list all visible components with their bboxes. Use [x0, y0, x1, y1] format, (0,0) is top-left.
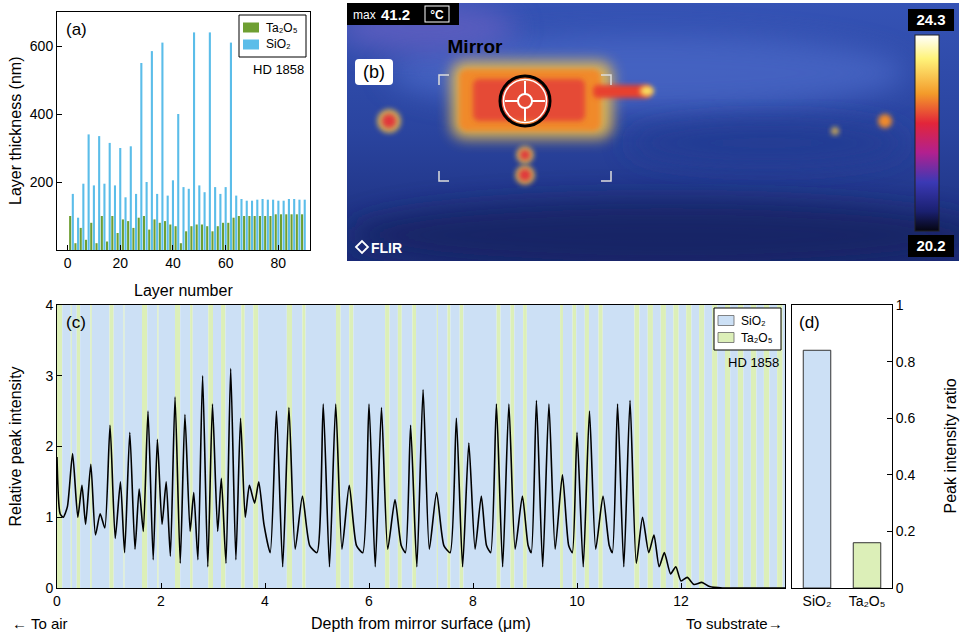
svg-text:2: 2 — [157, 593, 165, 609]
svg-text:← To air: ← To air — [12, 615, 68, 632]
svg-text:Layer number: Layer number — [134, 282, 233, 299]
svg-text:(c): (c) — [66, 313, 86, 332]
svg-text:Relative peak intensity: Relative peak intensity — [7, 366, 24, 526]
svg-text:Ta₂O₅: Ta₂O₅ — [266, 21, 298, 35]
svg-text:HD 1858: HD 1858 — [253, 62, 304, 77]
svg-text:20.2: 20.2 — [916, 237, 945, 254]
svg-text:80: 80 — [271, 255, 287, 271]
svg-text:0: 0 — [53, 593, 61, 609]
svg-text:400: 400 — [30, 106, 54, 122]
svg-text:SiO₂: SiO₂ — [803, 593, 832, 609]
svg-text:12: 12 — [673, 593, 689, 609]
svg-text:8: 8 — [469, 593, 477, 609]
svg-text:To substrate→: To substrate→ — [686, 615, 783, 632]
svg-text:20: 20 — [112, 255, 128, 271]
svg-text:0.6: 0.6 — [896, 410, 916, 426]
svg-text:SiO₂: SiO₂ — [741, 314, 766, 328]
svg-text:40: 40 — [165, 255, 181, 271]
svg-text:41.2: 41.2 — [381, 6, 410, 23]
svg-text:HD 1858: HD 1858 — [728, 355, 779, 370]
svg-text:4: 4 — [261, 593, 269, 609]
svg-text:200: 200 — [30, 174, 54, 190]
svg-text:Ta₂O₅: Ta₂O₅ — [849, 593, 886, 609]
svg-text:0.4: 0.4 — [896, 467, 916, 483]
svg-text:Peak intensity ratio: Peak intensity ratio — [942, 378, 959, 513]
svg-text:0: 0 — [45, 580, 53, 596]
svg-text:10: 10 — [569, 593, 585, 609]
svg-text:(a): (a) — [66, 20, 87, 39]
svg-text:°C: °C — [430, 8, 444, 22]
svg-text:SiO₂: SiO₂ — [266, 37, 291, 51]
svg-text:60: 60 — [218, 255, 234, 271]
svg-text:0: 0 — [896, 580, 904, 596]
svg-text:1: 1 — [45, 509, 53, 525]
svg-text:FLIR: FLIR — [371, 240, 402, 256]
svg-text:2: 2 — [45, 438, 53, 454]
svg-text:Mirror: Mirror — [448, 36, 504, 57]
svg-text:4: 4 — [45, 297, 53, 313]
svg-text:Depth from mirror surface (μm): Depth from mirror surface (μm) — [311, 615, 531, 632]
svg-text:0: 0 — [64, 255, 72, 271]
svg-text:max: max — [353, 8, 376, 22]
svg-text:0.2: 0.2 — [896, 523, 916, 539]
svg-text:(d): (d) — [799, 313, 820, 332]
svg-text:1: 1 — [896, 297, 904, 313]
svg-text:(b): (b) — [363, 62, 385, 82]
svg-text:3: 3 — [45, 368, 53, 384]
svg-text:Layer thickness (nm): Layer thickness (nm) — [7, 57, 24, 206]
svg-text:24.3: 24.3 — [916, 11, 945, 28]
svg-text:0.8: 0.8 — [896, 354, 916, 370]
svg-text:Ta₂O₅: Ta₂O₅ — [741, 331, 773, 345]
svg-text:6: 6 — [365, 593, 373, 609]
svg-text:600: 600 — [30, 38, 54, 54]
